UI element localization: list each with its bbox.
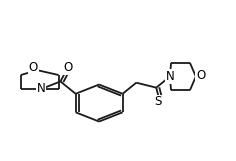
Text: O: O (29, 61, 38, 74)
Text: O: O (63, 61, 72, 74)
Text: O: O (196, 69, 205, 82)
Text: N: N (37, 82, 45, 95)
Text: S: S (154, 95, 162, 109)
Text: N: N (165, 70, 174, 83)
